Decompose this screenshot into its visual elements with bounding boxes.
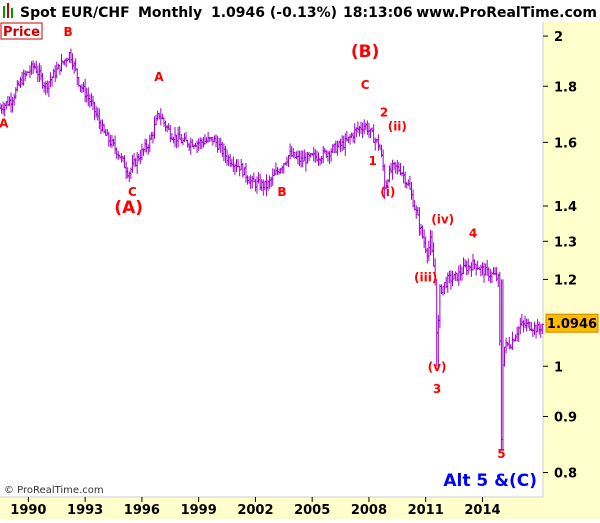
- y-tick-label: 1.2: [554, 273, 577, 288]
- wave-label: (v): [428, 360, 447, 374]
- wave-label: C: [361, 78, 370, 92]
- scenario-label: Alt 5 &(C): [443, 471, 537, 491]
- copyright-text: © ProRealTime.com: [4, 485, 104, 496]
- price-axis-ticks: 0.8 0.9 1 1.2 1.3 1.4 1.6 1.8 2: [543, 30, 577, 482]
- x-tick-label: 2005: [294, 503, 330, 518]
- x-tick-label: 2002: [237, 503, 273, 518]
- wave-label: (iii): [414, 270, 437, 284]
- y-tick-label: 1: [554, 360, 563, 375]
- site-label: www.ProRealTime.com: [416, 5, 597, 21]
- period-label: Monthly: [138, 5, 202, 21]
- wave-label: (i): [380, 185, 395, 199]
- wave-label: (A): [114, 198, 143, 218]
- wave-label: (iv): [431, 212, 454, 226]
- x-tick-label: 1999: [181, 503, 217, 518]
- wave-label: 5: [497, 447, 505, 461]
- x-tick-label: 1996: [124, 503, 160, 518]
- wave-label: B: [64, 25, 73, 39]
- last-price-box: [545, 313, 599, 333]
- wave-label: B: [277, 185, 286, 199]
- wave-label: (ii): [388, 120, 407, 134]
- y-tick-label: 1.4: [554, 200, 577, 215]
- time-label: 18:13:06: [343, 5, 413, 21]
- date-axis-panel: [0, 497, 600, 519]
- x-tick-label: 2014: [464, 503, 500, 518]
- x-tick-label: 2011: [408, 503, 444, 518]
- ohlc-bars: [0, 48, 544, 450]
- last-price-tag: 1.0946: [545, 313, 599, 333]
- wave-label: 3: [433, 382, 441, 396]
- wave-label: 1: [369, 154, 377, 168]
- x-tick-label: 1990: [10, 503, 46, 518]
- wave-label: A: [154, 70, 164, 84]
- y-tick-label: 1.3: [554, 235, 577, 250]
- wave-label: 2: [380, 105, 388, 119]
- y-tick-label: 1.6: [554, 136, 577, 151]
- y-tick-label: 0.9: [554, 410, 577, 425]
- last-change-label: 1.0946 (-0.13%): [211, 5, 337, 21]
- date-axis-ticks: 1990 1993 1996 1999 2002 2005 2008 2011 2014: [10, 497, 501, 518]
- wave-label: 4: [469, 227, 477, 241]
- x-tick-label: 2008: [351, 503, 387, 518]
- wave-label: C: [128, 185, 137, 199]
- y-tick-label: 1.8: [554, 80, 577, 95]
- chart-app-icon: [3, 3, 13, 18]
- price-panel-label: Price: [3, 25, 40, 40]
- wave-label: (B): [351, 42, 380, 62]
- title-bar: [0, 0, 600, 22]
- last-price-value: 1.0946: [547, 317, 597, 332]
- y-tick-label: 2: [554, 30, 563, 45]
- price-label-box: [0, 22, 43, 40]
- wave-label: A: [0, 117, 9, 131]
- x-tick-label: 1993: [67, 503, 103, 518]
- symbol-label: Spot EUR/CHF: [20, 5, 130, 21]
- y-tick-label: 0.8: [554, 467, 577, 482]
- price-axis-panel: [543, 22, 600, 497]
